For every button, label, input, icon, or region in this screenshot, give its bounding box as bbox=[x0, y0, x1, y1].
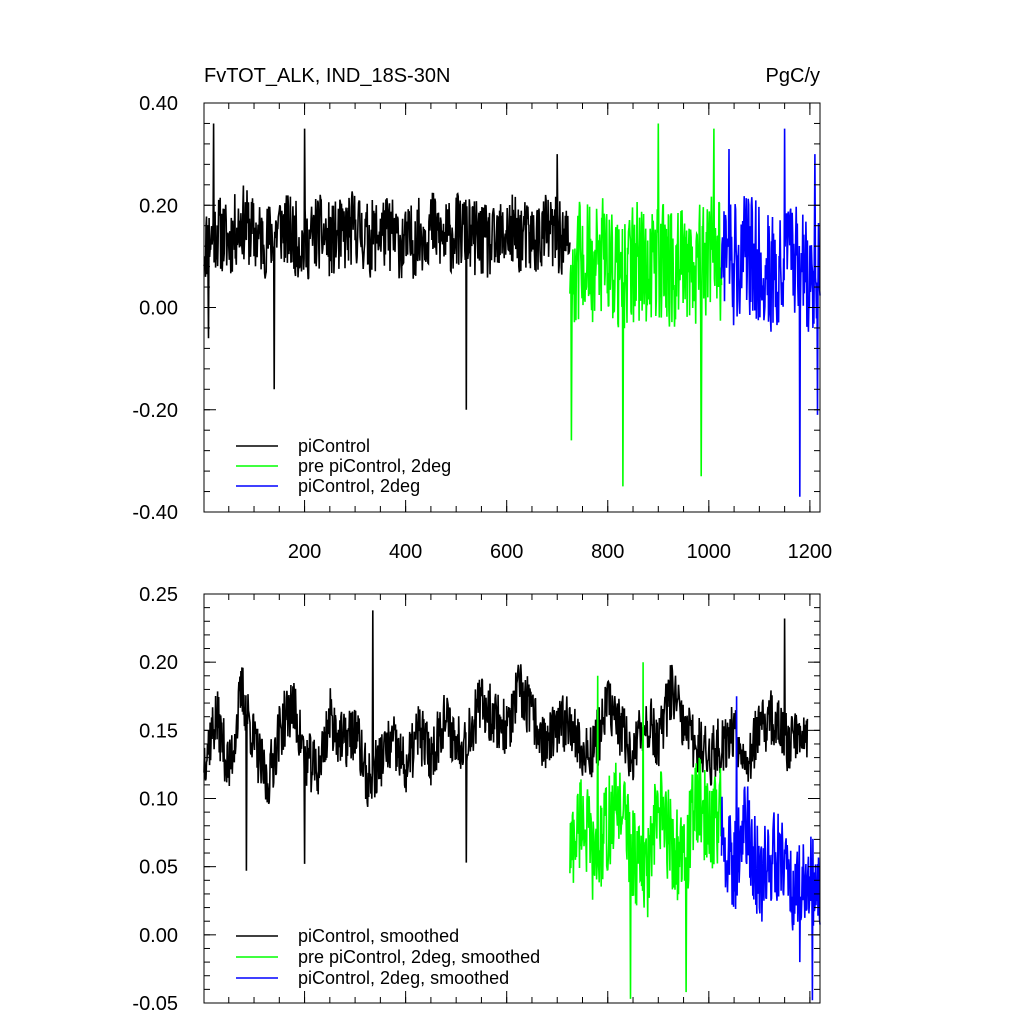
y-tick-label: -0.05 bbox=[132, 993, 178, 1015]
legend-label: pre piControl, 2deg, smoothed bbox=[298, 947, 540, 967]
y-tick-label: 0.25 bbox=[139, 584, 178, 606]
top-panel-frame bbox=[203, 102, 821, 513]
y-tick-label: 0.40 bbox=[139, 93, 178, 115]
series-line-pre-picontrol-2deg bbox=[569, 123, 723, 487]
x-tick-label: 1200 bbox=[788, 541, 833, 563]
top-panel-axes: -0.40 -0.20 0.00 0.20 0.40 200 400 600 800 1000 12… bbox=[132, 93, 832, 563]
bottom-panel-frame bbox=[203, 593, 821, 1004]
series-line-picontrol-2deg-smoothed bbox=[720, 696, 821, 1001]
series-line-picontrol-2deg bbox=[720, 128, 821, 497]
x-tick-label: 400 bbox=[389, 541, 422, 563]
top-panel-units: PgC/y bbox=[766, 65, 820, 87]
bottom-panel-axes: -0.05 0.00 0.05 0.10 0.15 0.20 0.25 bbox=[132, 584, 820, 1015]
legend-label: piControl, 2deg, smoothed bbox=[298, 968, 509, 988]
y-tick-label: 0.05 bbox=[139, 857, 178, 879]
y-tick-label: -0.20 bbox=[132, 400, 178, 422]
x-tick-label: 200 bbox=[288, 541, 321, 563]
top-panel: FvTOT_ALK, IND_18S-30N PgC/y -0.40 -0.20 0… bbox=[132, 65, 832, 563]
series-line-pre-picontrol-2deg-smoothed bbox=[569, 662, 723, 999]
series-line-picontrol-smoothed bbox=[203, 610, 809, 871]
x-tick-label: 800 bbox=[591, 541, 624, 563]
top-panel-data-lines bbox=[203, 123, 821, 497]
y-tick-label: 0.15 bbox=[139, 720, 178, 742]
top-panel-title: FvTOT_ALK, IND_18S-30N bbox=[204, 65, 450, 87]
legend-label: pre piControl, 2deg bbox=[298, 456, 451, 476]
x-tick-label: 1000 bbox=[687, 541, 732, 563]
series-line-picontrol bbox=[203, 123, 571, 410]
y-tick-label: -0.40 bbox=[132, 502, 178, 524]
x-tick-label: 600 bbox=[490, 541, 523, 563]
legend-label: piControl, 2deg bbox=[298, 476, 420, 496]
legend-label: piControl, smoothed bbox=[298, 926, 459, 946]
bottom-panel-data-lines bbox=[203, 610, 821, 1001]
y-tick-label: 0.20 bbox=[139, 652, 178, 674]
y-tick-label: 0.10 bbox=[139, 789, 178, 811]
y-tick-label: 0.20 bbox=[139, 195, 178, 217]
bottom-panel: -0.05 0.00 0.05 0.10 0.15 0.20 0.25 piControl,… bbox=[132, 584, 821, 1015]
y-tick-label: 0.00 bbox=[139, 298, 178, 320]
y-tick-label: 0.00 bbox=[139, 925, 178, 947]
legend-label: piControl bbox=[298, 436, 370, 456]
